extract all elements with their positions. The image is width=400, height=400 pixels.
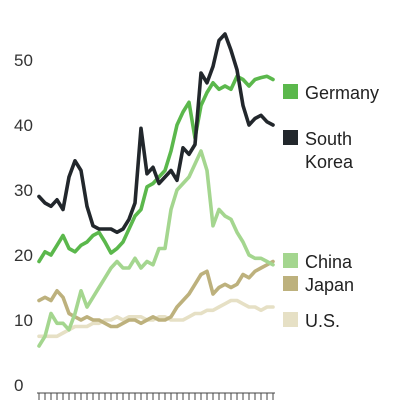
legend-item-u-s: U.S. [283, 311, 340, 331]
legend-label: Japan [305, 275, 354, 295]
y-axis-labels: 0 10 20 30 40 50 [14, 51, 33, 395]
legend-label: Korea [305, 152, 354, 172]
legend-swatch [283, 84, 298, 99]
y-tick-label: 0 [14, 376, 23, 395]
legend-label: South [305, 129, 352, 149]
series-line-china [37, 149, 275, 348]
legend-item-china: China [283, 252, 353, 272]
legend-item-japan: Japan [283, 275, 354, 295]
legend-item-south-korea: South Korea [283, 129, 354, 172]
y-tick-label: 30 [14, 181, 33, 200]
y-tick-label: 40 [14, 116, 33, 135]
x-axis [37, 392, 275, 400]
legend: Germany South Korea China Japan U.S. [283, 83, 379, 331]
series-line-south-korea [37, 32, 275, 235]
legend-swatch [283, 130, 298, 145]
legend-swatch [283, 253, 298, 268]
legend-swatch [283, 276, 298, 291]
series-line-japan [37, 259, 275, 329]
y-tick-label: 20 [14, 246, 33, 265]
y-tick-label: 10 [14, 311, 33, 330]
legend-label: U.S. [305, 311, 340, 331]
legend-label: China [305, 252, 353, 272]
legend-item-germany: Germany [283, 83, 379, 103]
y-tick-label: 50 [14, 51, 33, 70]
legend-label: Germany [305, 83, 379, 103]
series-lines [37, 32, 275, 348]
legend-swatch [283, 312, 298, 327]
